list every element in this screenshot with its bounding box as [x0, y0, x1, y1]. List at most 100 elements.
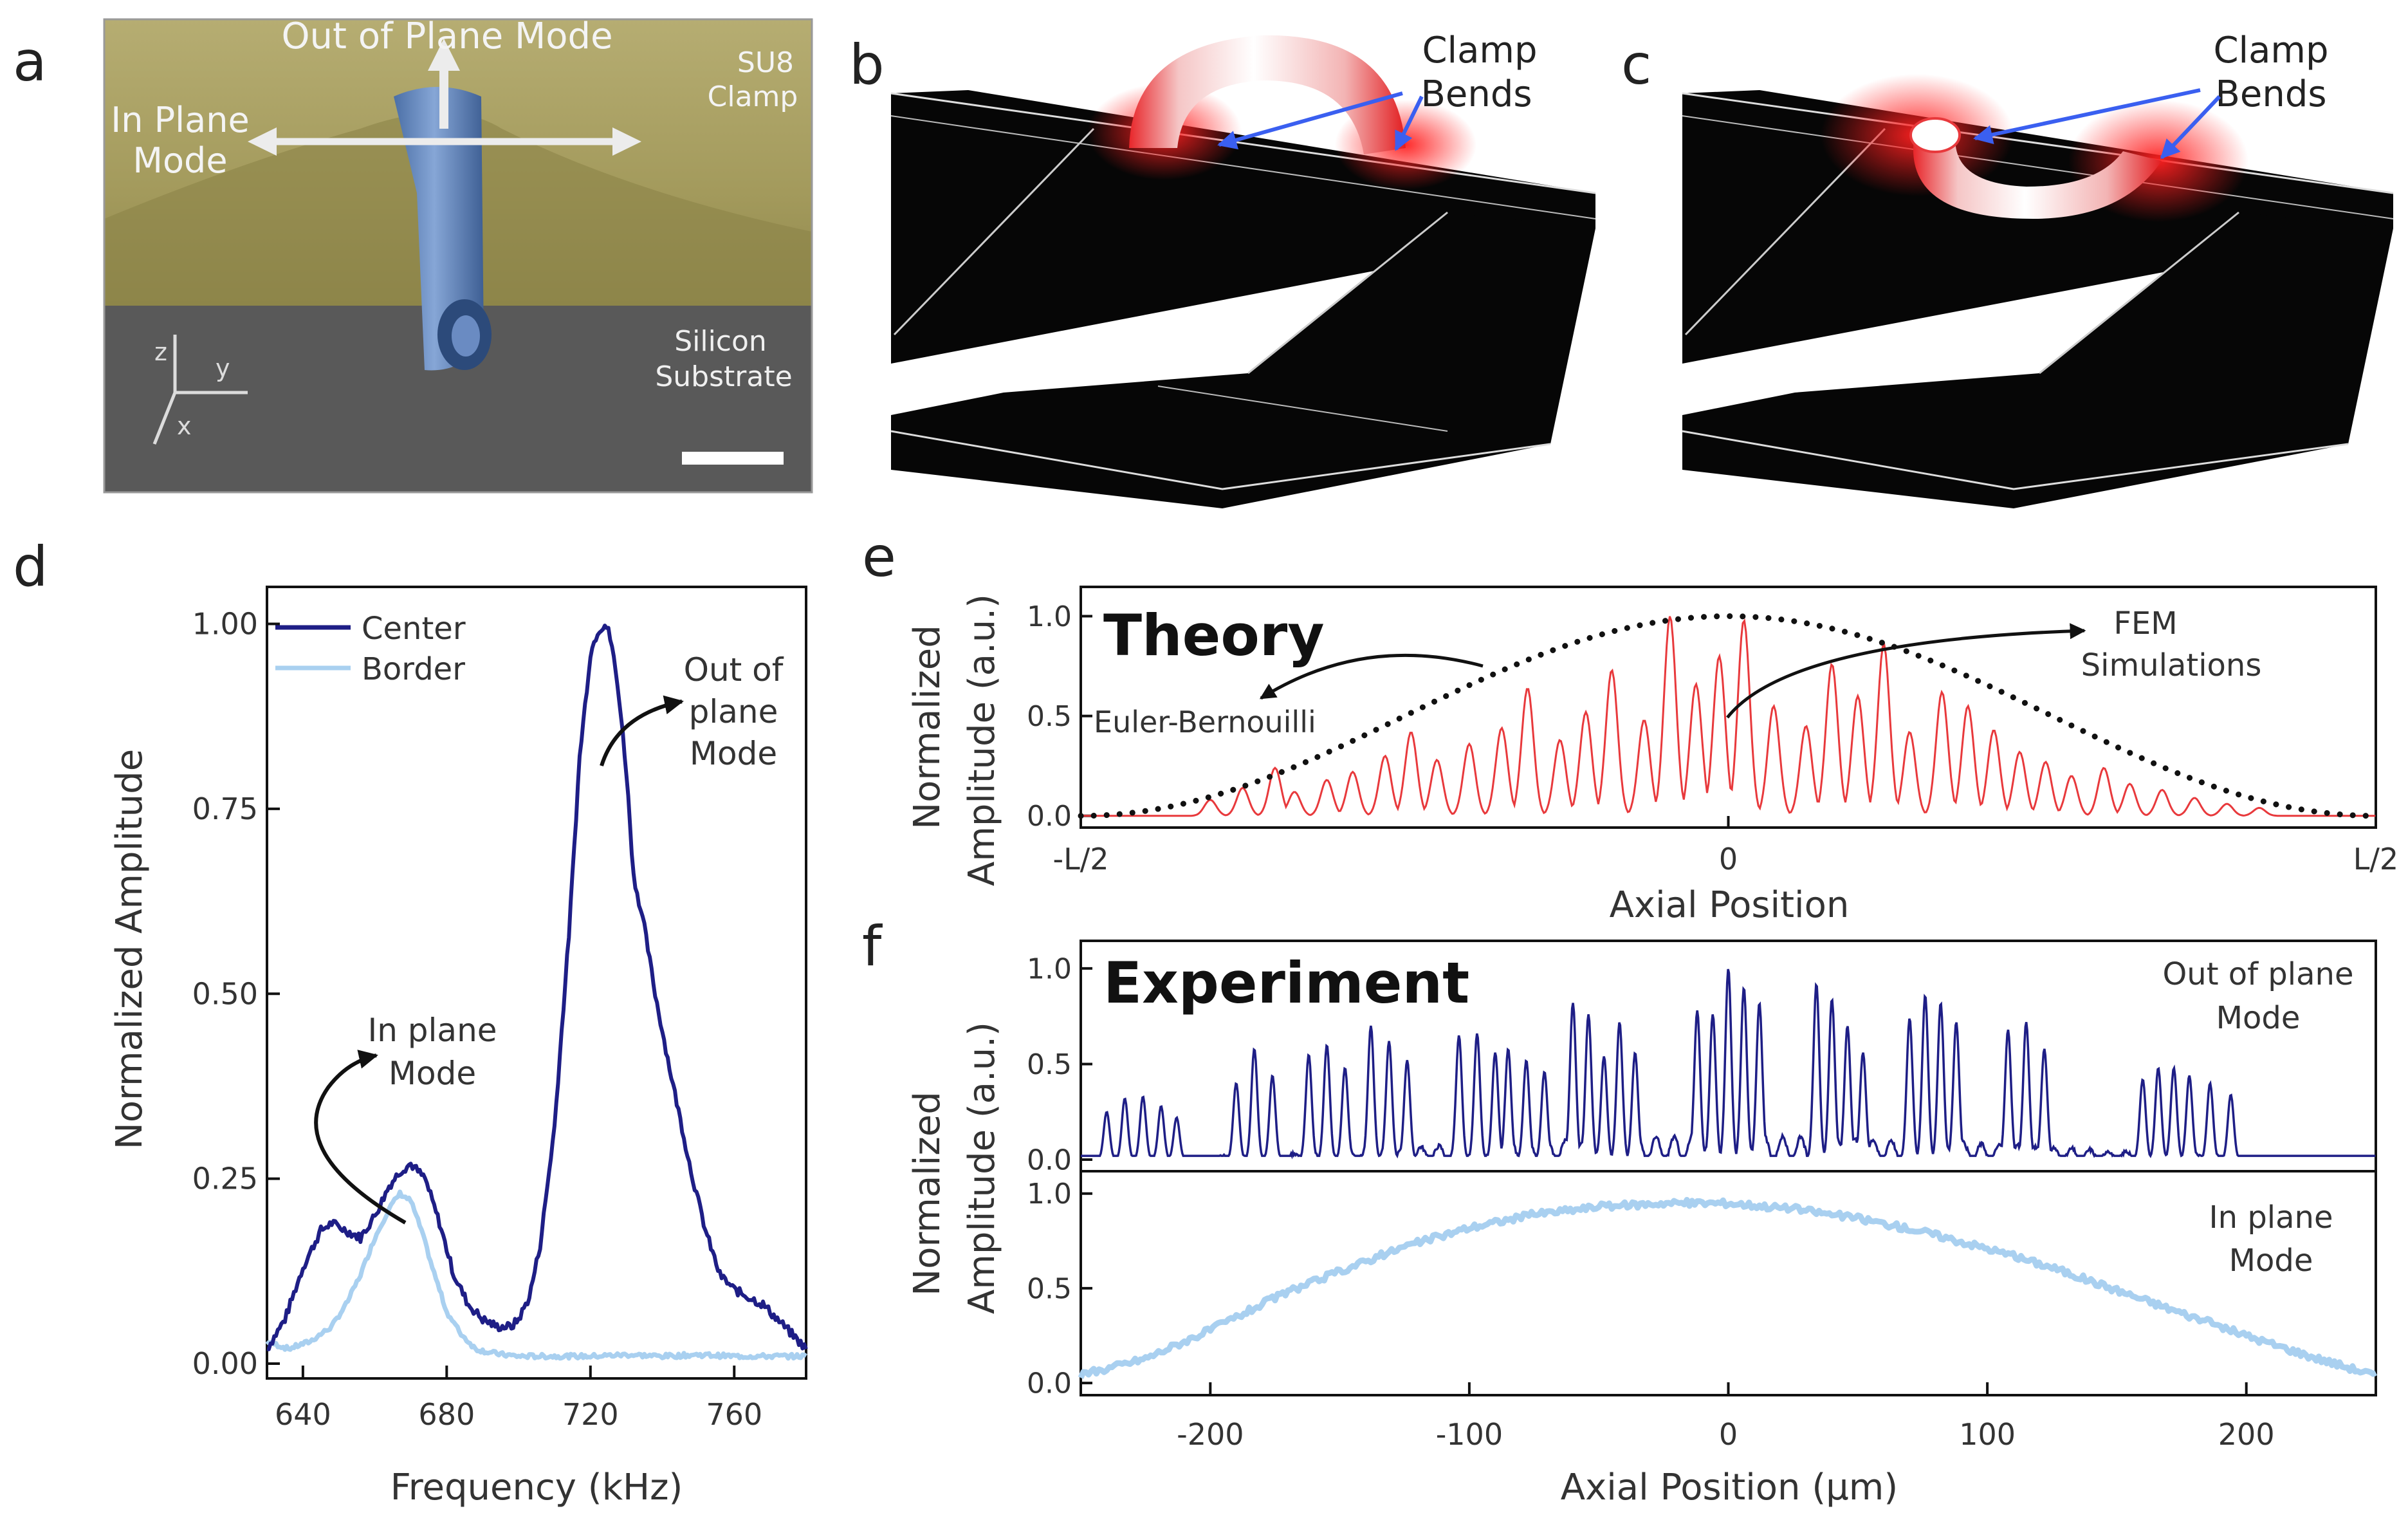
plot-f-x-label: 0: [1719, 1417, 1738, 1452]
series-euler-bernoulli-line: [1078, 613, 2379, 819]
ann-out-of-plane-f-1: Out of plane: [2163, 956, 2354, 992]
ann-fem-1: FEM: [2113, 606, 2177, 642]
plot-e-title: Theory: [1103, 602, 1325, 669]
ann-out-of-plane-arrow: [600, 695, 684, 766]
plot-d-x-label: 680: [418, 1397, 475, 1432]
plot-e-y-ticks: 0.0 0.5 1.0: [1027, 600, 1092, 833]
panel-a-label: a: [13, 30, 47, 94]
bend-arrow-b-1: [1217, 91, 1403, 150]
panel-d-label: d: [13, 535, 48, 599]
ann-in-plane-f-2: Mode: [2229, 1243, 2313, 1279]
silicon-label-2: Substrate: [655, 360, 792, 393]
plot-f-bottom-y-label: 0.0: [1027, 1367, 1072, 1400]
ann-out-of-plane-1: Out of: [684, 651, 784, 689]
plot-d-x-label: 720: [562, 1397, 619, 1432]
axis-y-label: y: [216, 354, 230, 382]
plot-e-ylabel-2: Amplitude (a.u.): [961, 594, 1003, 886]
plot-d-x-label: 640: [275, 1397, 331, 1432]
clamp-label-c: Clamp: [2213, 30, 2328, 71]
ann-fem-2: Simulations: [2081, 647, 2262, 683]
plot-f-x-label: 200: [2218, 1417, 2275, 1452]
panel-b: b Clamp Bends: [849, 30, 1596, 508]
panel-c: c Clamp Bends: [1621, 30, 2394, 508]
plot-f-x-label: -200: [1177, 1417, 1244, 1452]
plot-f-x-ticks: -200 -100 0 100 200: [1177, 1382, 2275, 1452]
panel-f: f 0.00.51.00.00.51.0 -200 -100 0 100 200 Exp…: [862, 914, 2378, 1508]
ann-in-plane-arrow: [314, 1050, 407, 1225]
plot-f-top-y-label: 0.0: [1027, 1144, 1072, 1176]
fem-geometry-c: [1682, 74, 2394, 508]
plot-d-x-label: 760: [706, 1397, 762, 1432]
bends-label-b: Bends: [1420, 73, 1532, 115]
bend-arrow-b-2: [1394, 95, 1424, 151]
panel-b-label: b: [849, 33, 885, 97]
plot-e-x-ticks: -L/2 0 L/2: [1053, 816, 2398, 876]
panel-c-label: c: [1621, 33, 1651, 97]
bend-arrow-c-1: [1973, 88, 2201, 145]
ann-in-plane-1: In plane: [367, 1012, 497, 1049]
fem-geometry-b: [890, 35, 1596, 508]
plot-e-y-label: 0.0: [1027, 800, 1072, 833]
plot-e-y-label: 1.0: [1027, 600, 1072, 633]
ann-out-of-plane-3: Mode: [690, 735, 777, 772]
microtube-image: [394, 87, 492, 371]
out-of-plane-label: Out of Plane Mode: [281, 15, 612, 57]
panel-e-label: e: [862, 525, 896, 589]
plot-f-x-label: -100: [1436, 1417, 1503, 1452]
axis-triad: [152, 335, 248, 445]
plot-d-y-label: 0.75: [192, 792, 258, 826]
plot-d-y-ticks: 0.00 0.25 0.50 0.75 1.00: [192, 607, 280, 1381]
bend-arrow-c-2: [2160, 95, 2221, 160]
plot-f-ylabel-1: Normalized: [906, 1091, 948, 1296]
axis-x-label: x: [177, 412, 192, 440]
in-plane-arrowhead-right: [612, 127, 641, 156]
ann-in-plane-2: Mode: [389, 1055, 476, 1092]
silicon-label-1: Silicon: [674, 325, 767, 358]
series-fem-line: [1081, 616, 2376, 817]
in-plane-label-1: In Plane: [111, 100, 249, 140]
ann-out-of-plane-f-2: Mode: [2216, 1000, 2301, 1036]
plot-d-xlabel: Frequency (kHz): [391, 1467, 683, 1508]
plot-d-y-label: 0.25: [192, 1162, 258, 1196]
ann-out-of-plane-2: plane: [689, 693, 778, 730]
plot-e-x-label: L/2: [2353, 842, 2398, 876]
plot-d-frame: [266, 586, 807, 1380]
plot-f-ylabel-2: Amplitude (a.u.): [961, 1022, 1003, 1314]
axis-z-label: z: [154, 338, 167, 366]
panel-a: a Out of Plane Mode In Plane Mode SU8 Cl…: [13, 15, 813, 494]
plot-e-x-label: 0: [1719, 842, 1738, 876]
plot-e-xlabel: Axial Position: [1610, 884, 1850, 926]
plot-f-y-ticks: 0.00.51.00.00.51.0: [1027, 952, 1092, 1400]
plot-d-y-label: 0.50: [192, 976, 258, 1011]
su8-label-1: SU8: [737, 46, 794, 79]
out-of-plane-arrowhead: [428, 39, 460, 71]
series-in-plane-line: [1078, 1197, 2378, 1379]
plot-f-bottom-y-label: 1.0: [1027, 1178, 1072, 1210]
legend-border-label: Border: [362, 651, 465, 687]
ann-fem-arrow: [1726, 623, 2086, 719]
plot-e-x-label: -L/2: [1053, 842, 1109, 876]
series-border-line: [265, 1189, 807, 1361]
panel-e: e 0.0 0.5 1.0 -L/2 0 L/2 Theory Normalized A…: [862, 525, 2398, 926]
ann-euler-arrow: [1259, 653, 1484, 700]
sem-frame: [103, 18, 813, 494]
plot-d-x-ticks: 640 680 720 760: [275, 1366, 762, 1432]
legend-center-label: Center: [362, 611, 466, 647]
plot-f-x-label: 100: [1959, 1417, 2016, 1452]
plot-e-ylabel-1: Normalized: [906, 625, 948, 830]
plot-f-top-y-label: 0.5: [1027, 1048, 1072, 1081]
plot-f-title: Experiment: [1103, 950, 1469, 1016]
clamp-label-b: Clamp: [1422, 30, 1537, 71]
plot-d-ylabel: Normalized Amplitude: [109, 749, 151, 1149]
plot-f-top-y-label: 1.0: [1027, 952, 1072, 985]
plot-f-xlabel: Axial Position (μm): [1561, 1467, 1898, 1508]
series-out-of-plane-line: [1081, 969, 2376, 1160]
panel-f-label: f: [862, 914, 883, 979]
bends-label-c: Bends: [2215, 73, 2326, 115]
in-plane-label-2: Mode: [133, 140, 227, 181]
in-plane-arrowhead-left: [248, 127, 277, 156]
scale-bar: [682, 452, 784, 465]
plot-d-y-label: 0.00: [192, 1346, 258, 1381]
plot-f-bottom-y-label: 0.5: [1027, 1272, 1072, 1305]
ann-euler: Euler-Bernouilli: [1094, 705, 1316, 739]
